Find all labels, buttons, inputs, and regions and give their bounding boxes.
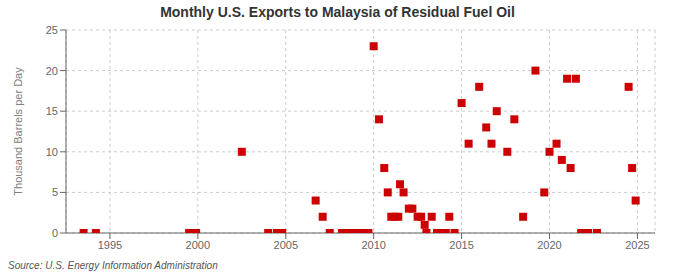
svg-text:Thousand Barrels per Day: Thousand Barrels per Day [12, 67, 24, 196]
html-text:Monthly U.S. Exports to Malays: Monthly U.S. Exports to Malaysia of Resi… [160, 4, 515, 20]
svg-text:0: 0 [52, 227, 58, 239]
svg-text:10: 10 [46, 146, 58, 158]
html-text:Source: U.S. Energy Informatio: Source: U.S. Energy Information Administ… [8, 260, 218, 271]
svg-text:2010: 2010 [361, 239, 385, 251]
svg-text:2015: 2015 [449, 239, 473, 251]
svg-text:25: 25 [46, 24, 58, 36]
svg-text:2025: 2025 [625, 239, 649, 251]
svg-text:5: 5 [52, 186, 58, 198]
svg-text:20: 20 [46, 65, 58, 77]
svg-text:2020: 2020 [537, 239, 561, 251]
svg-text:2000: 2000 [186, 239, 210, 251]
svg-text:1995: 1995 [98, 239, 122, 251]
svg-text:2005: 2005 [274, 239, 298, 251]
svg-text:15: 15 [46, 105, 58, 117]
